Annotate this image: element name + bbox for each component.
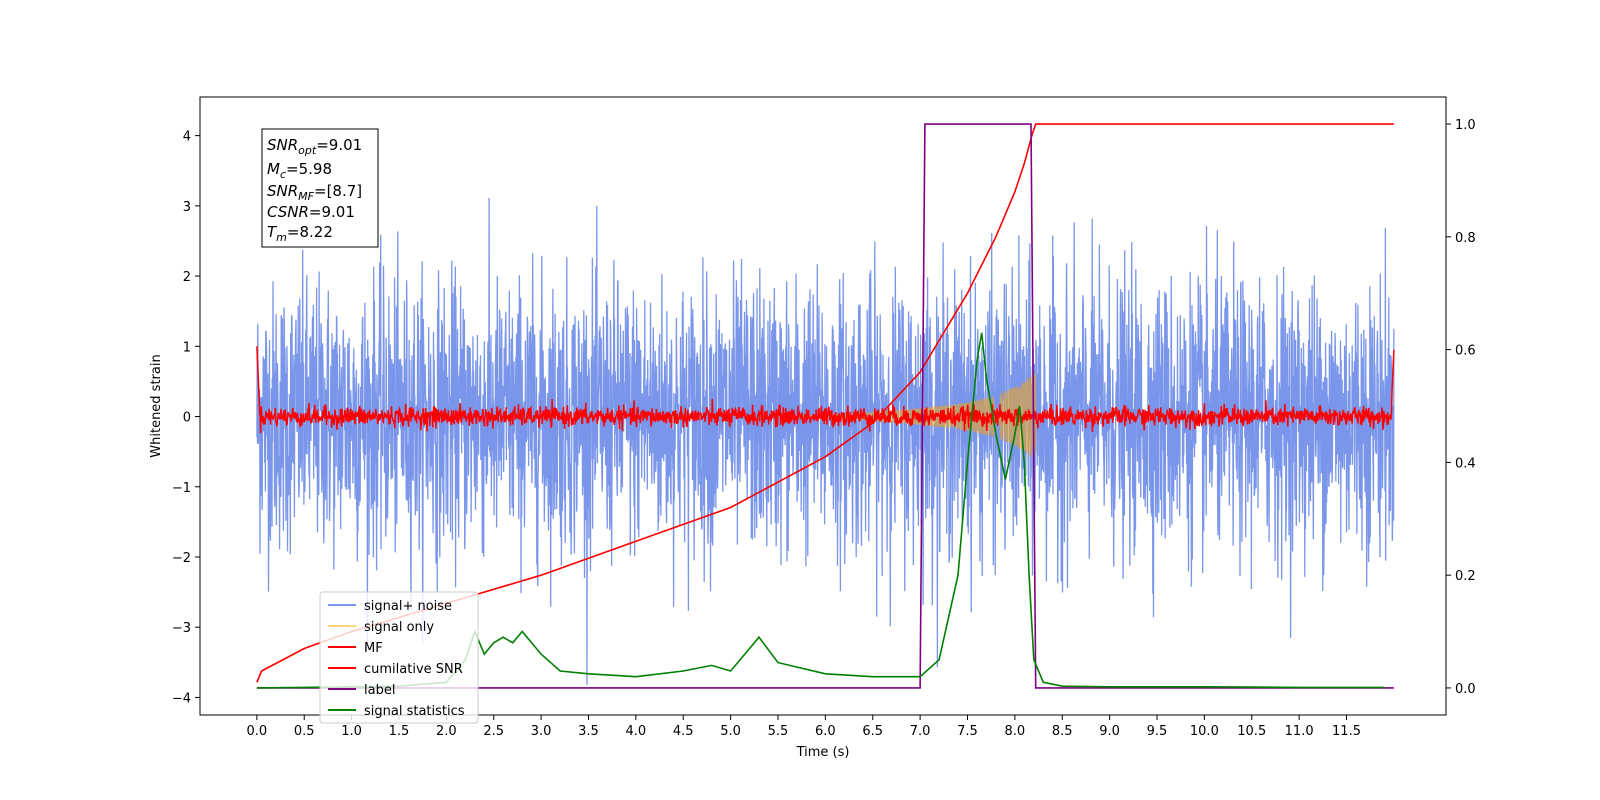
x-tick-label: 9.5 xyxy=(1147,724,1168,739)
series-signal-noise xyxy=(256,197,1395,685)
x-tick-label: 3.5 xyxy=(578,724,599,739)
info-snr-opt: SNRopt=9.01 xyxy=(267,136,362,157)
info-csnr: CSNR=9.01 xyxy=(267,203,355,221)
info-snr-mf: SNRMF=[8.7] xyxy=(267,182,362,203)
y2-tick-label: 0.4 xyxy=(1455,456,1476,471)
series-signal-statistics xyxy=(256,332,1385,689)
legend-label: cumilative SNR xyxy=(364,662,463,677)
legend-label: MF xyxy=(364,641,383,656)
series-mf xyxy=(256,346,1395,434)
x-tick-label: 0.0 xyxy=(247,724,268,739)
legend-label: signal statistics xyxy=(364,704,465,719)
y-tick-label: −2 xyxy=(172,551,191,566)
x-tick-label: 1.5 xyxy=(389,724,410,739)
x-tick-label: 0.5 xyxy=(294,724,315,739)
y-tick-label: −1 xyxy=(172,481,191,496)
x-tick-label: 6.5 xyxy=(862,724,883,739)
x-tick-label: 3.0 xyxy=(531,724,552,739)
x-tick-label: 10.5 xyxy=(1237,724,1266,739)
info-tm: Tm=8.22 xyxy=(267,223,333,244)
x-tick-label: 10.0 xyxy=(1190,724,1219,739)
x-tick-label: 8.0 xyxy=(1005,724,1026,739)
y2-tick-label: 0.6 xyxy=(1455,344,1476,359)
info-box: SNRopt=9.01 Mc=5.98 SNRMF=[8.7] CSNR=9.0… xyxy=(261,128,379,248)
x-tick-label: 9.0 xyxy=(1099,724,1120,739)
x-tick-label: 4.0 xyxy=(626,724,647,739)
legend-label: label xyxy=(364,683,395,698)
x-tick-label: 4.5 xyxy=(673,724,694,739)
x-tick-label: 11.5 xyxy=(1332,724,1361,739)
info-mc: Mc=5.98 xyxy=(267,160,332,181)
x-tick-label: 6.0 xyxy=(815,724,836,739)
legend-frame xyxy=(319,591,479,724)
x-tick-label: 11.0 xyxy=(1285,724,1314,739)
x-tick-label: 7.5 xyxy=(957,724,978,739)
y-tick-label: 2 xyxy=(183,270,191,285)
x-axis-label: Time (s) xyxy=(796,745,850,760)
y-tick-label: −3 xyxy=(172,621,191,636)
y-tick-label: −4 xyxy=(172,691,191,706)
x-tick-label: 5.5 xyxy=(768,724,789,739)
y2-tick-label: 1.0 xyxy=(1455,118,1476,133)
x-tick-label: 5.0 xyxy=(720,724,741,739)
y-axis-label: Whitened strain xyxy=(149,354,164,457)
y2-tick-label: 0.0 xyxy=(1455,682,1476,697)
y-tick-label: 3 xyxy=(183,200,191,215)
legend-label: signal+ noise xyxy=(364,599,452,614)
y2-tick-label: 0.8 xyxy=(1455,231,1476,246)
y-tick-label: 1 xyxy=(183,340,191,355)
y-tick-label: 0 xyxy=(183,411,191,426)
y2-tick-label: 0.2 xyxy=(1455,569,1476,584)
x-tick-label: 7.0 xyxy=(910,724,931,739)
series-label xyxy=(256,123,1394,689)
x-tick-label: 1.0 xyxy=(341,724,362,739)
x-tick-label: 2.5 xyxy=(483,724,504,739)
y-tick-label: 4 xyxy=(183,130,191,145)
plot-frame xyxy=(199,96,1447,716)
x-tick-label: 8.5 xyxy=(1052,724,1073,739)
axes-layer: 0.0 0.5 1.0 1.5 2.0 2.5 3.0 3.5 4.0 4.5 5.0 5.5 6.0 6… xyxy=(172,118,1476,739)
x-tick-label: 2.0 xyxy=(436,724,457,739)
legend-label: signal only xyxy=(364,620,434,635)
legend: signal+ noise signal only MF cumilative SNR… xyxy=(319,591,479,724)
